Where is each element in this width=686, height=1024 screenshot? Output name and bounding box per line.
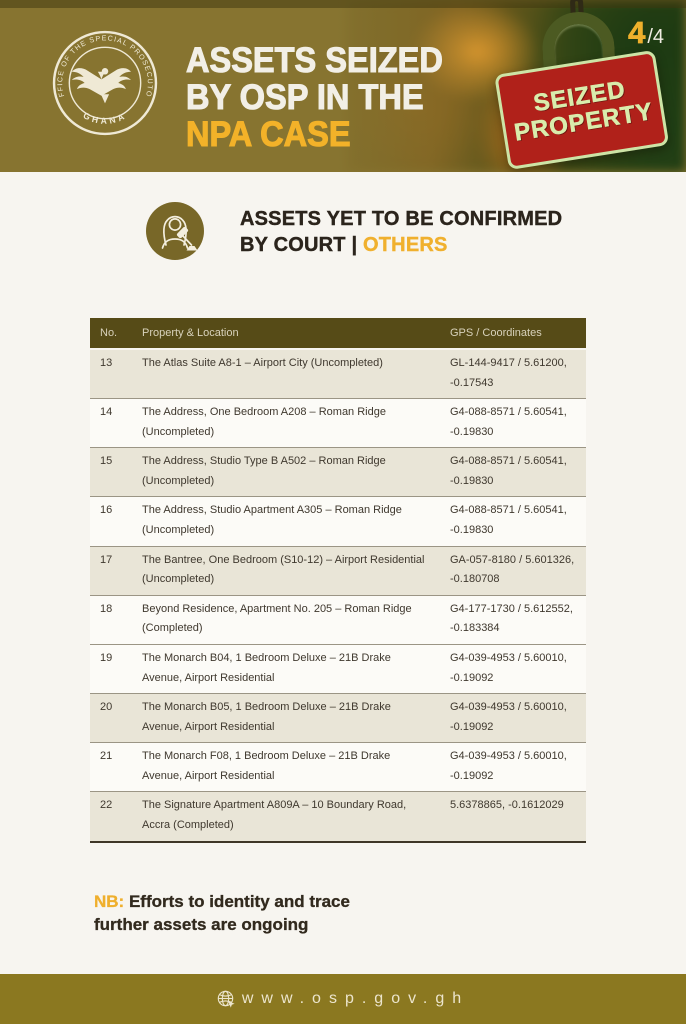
row-number-cell: 22 bbox=[100, 799, 113, 812]
title-line-1: ASSETS SEIZED bbox=[185, 41, 443, 80]
property-cell: The Address, Studio Type B A502 – Roman … bbox=[142, 455, 386, 487]
table-row: 20 The Monarch B05, 1 Bedroom Deluxe – 2… bbox=[90, 693, 586, 743]
table-row: 17 The Bantree, One Bedroom (S10-12) – A… bbox=[90, 546, 586, 596]
globe-cursor-icon bbox=[217, 990, 235, 1008]
main-title: ASSETS SEIZED BY OSP IN THE NPA CASE bbox=[185, 41, 443, 154]
header-banner: OFFICE OF THE SPECIAL PROSECUTOR GHANA A… bbox=[0, 0, 686, 172]
nb-note: NB: Efforts to identity and trace furthe… bbox=[94, 891, 356, 937]
column-header-property: Property & Location bbox=[132, 318, 440, 350]
section-title-line-2: BY COURT | OTHERS bbox=[240, 232, 562, 258]
table-header-row: No. Property & Location GPS / Coordinate… bbox=[90, 318, 586, 350]
title-line-3: NPA CASE bbox=[185, 115, 351, 154]
row-number-cell: 19 bbox=[100, 651, 113, 664]
section-title-line-1: ASSETS YET TO BE CONFIRMED bbox=[240, 208, 563, 230]
footer-bar: www.osp.gov.gh bbox=[0, 974, 686, 1024]
table-row: 15 The Address, Studio Type B A502 – Rom… bbox=[90, 447, 586, 497]
osp-seal-icon: OFFICE OF THE SPECIAL PROSECUTOR GHANA bbox=[52, 30, 158, 136]
table-row: 21 The Monarch F08, 1 Bedroom Deluxe – 2… bbox=[90, 742, 586, 792]
gps-cell: GA-057-8180 / 5.601326, -0.180708 bbox=[450, 553, 575, 586]
svg-text:GHANA: GHANA bbox=[82, 110, 129, 126]
page-indicator: 4 /4 bbox=[628, 15, 664, 52]
title-line-2: BY OSP IN THE bbox=[185, 78, 424, 117]
gps-cell: G4-088-8571 / 5.60541, -0.19830 bbox=[450, 406, 567, 438]
section-title-dark: BY COURT | bbox=[240, 234, 358, 256]
property-cell: The Signature Apartment A809A – 10 Bound… bbox=[142, 799, 407, 831]
property-cell: The Address, Studio Apartment A305 – Rom… bbox=[142, 504, 402, 537]
row-number-cell: 15 bbox=[100, 455, 113, 468]
row-number-cell: 16 bbox=[100, 504, 113, 517]
property-cell: The Bantree, One Bedroom (S10-12) – Airp… bbox=[142, 553, 425, 586]
row-number-cell: 18 bbox=[100, 602, 113, 615]
table-row: 22 The Signature Apartment A809A – 10 Bo… bbox=[90, 791, 586, 842]
row-number-cell: 14 bbox=[100, 406, 113, 419]
column-header-no: No. bbox=[90, 318, 132, 350]
section-title: ASSETS YET TO BE CONFIRMED BY COURT | OT… bbox=[240, 206, 562, 258]
property-cell: The Atlas Suite A8-1 – Airport City (Unc… bbox=[142, 357, 383, 369]
gps-cell: GL-144-9417 / 5.61200, -0.17543 bbox=[450, 357, 567, 389]
row-number-cell: 13 bbox=[100, 357, 113, 369]
header-top-strip bbox=[0, 0, 686, 8]
nb-prefix: NB: bbox=[94, 891, 125, 911]
gps-cell: G4-088-8571 / 5.60541, -0.19830 bbox=[450, 455, 567, 487]
nb-text: Efforts to identity and trace further as… bbox=[94, 891, 350, 934]
table-row: 18 Beyond Residence, Apartment No. 205 –… bbox=[90, 595, 586, 645]
gps-cell: G4-039-4953 / 5.60010, -0.19092 bbox=[450, 651, 567, 684]
assets-table: No. Property & Location GPS / Coordinate… bbox=[90, 318, 586, 843]
judge-gavel-icon bbox=[146, 202, 204, 260]
eagle-icon bbox=[71, 68, 131, 104]
page-number-current: 4 bbox=[628, 15, 646, 50]
table-row: 19 The Monarch B04, 1 Bedroom Deluxe – 2… bbox=[90, 644, 586, 694]
gps-cell: 5.6378865, -0.1612029 bbox=[450, 799, 564, 812]
gps-cell: G4-039-4953 / 5.60010, -0.19092 bbox=[450, 701, 567, 733]
property-cell: The Monarch F08, 1 Bedroom Deluxe – 21B … bbox=[142, 750, 391, 782]
section-header: ASSETS YET TO BE CONFIRMED BY COURT | OT… bbox=[146, 202, 686, 260]
column-header-gps: GPS / Coordinates bbox=[440, 318, 586, 350]
seized-property-sign: SEIZED PROPERTY bbox=[494, 49, 670, 171]
property-cell: Beyond Residence, Apartment No. 205 – Ro… bbox=[142, 602, 412, 635]
gps-cell: G4-177-1730 / 5.612552, -0.183384 bbox=[450, 602, 573, 635]
table-row: 14 The Address, One Bedroom A208 – Roman… bbox=[90, 398, 586, 448]
seized-property-tag: SEIZED PROPERTY bbox=[486, 0, 674, 171]
gps-cell: G4-088-8571 / 5.60541, -0.19830 bbox=[450, 504, 567, 537]
row-number-cell: 21 bbox=[100, 750, 113, 763]
footer-url: www.osp.gov.gh bbox=[241, 990, 470, 1007]
seal-bottom-text: GHANA bbox=[82, 110, 126, 126]
table-row: 16 The Address, Studio Apartment A305 – … bbox=[90, 496, 586, 547]
section-title-accent: OTHERS bbox=[363, 234, 448, 256]
property-cell: The Address, One Bedroom A208 – Roman Ri… bbox=[142, 406, 386, 438]
gps-cell: G4-039-4953 / 5.60010, -0.19092 bbox=[450, 750, 567, 782]
property-cell: The Monarch B05, 1 Bedroom Deluxe – 21B … bbox=[142, 701, 391, 733]
property-cell: The Monarch B04, 1 Bedroom Deluxe – 21B … bbox=[142, 651, 391, 684]
page-number-total: /4 bbox=[647, 26, 664, 48]
row-number-cell: 20 bbox=[100, 701, 113, 714]
table-row: 13 The Atlas Suite A8-1 – Airport City (… bbox=[90, 349, 586, 399]
row-number-cell: 17 bbox=[100, 553, 113, 566]
